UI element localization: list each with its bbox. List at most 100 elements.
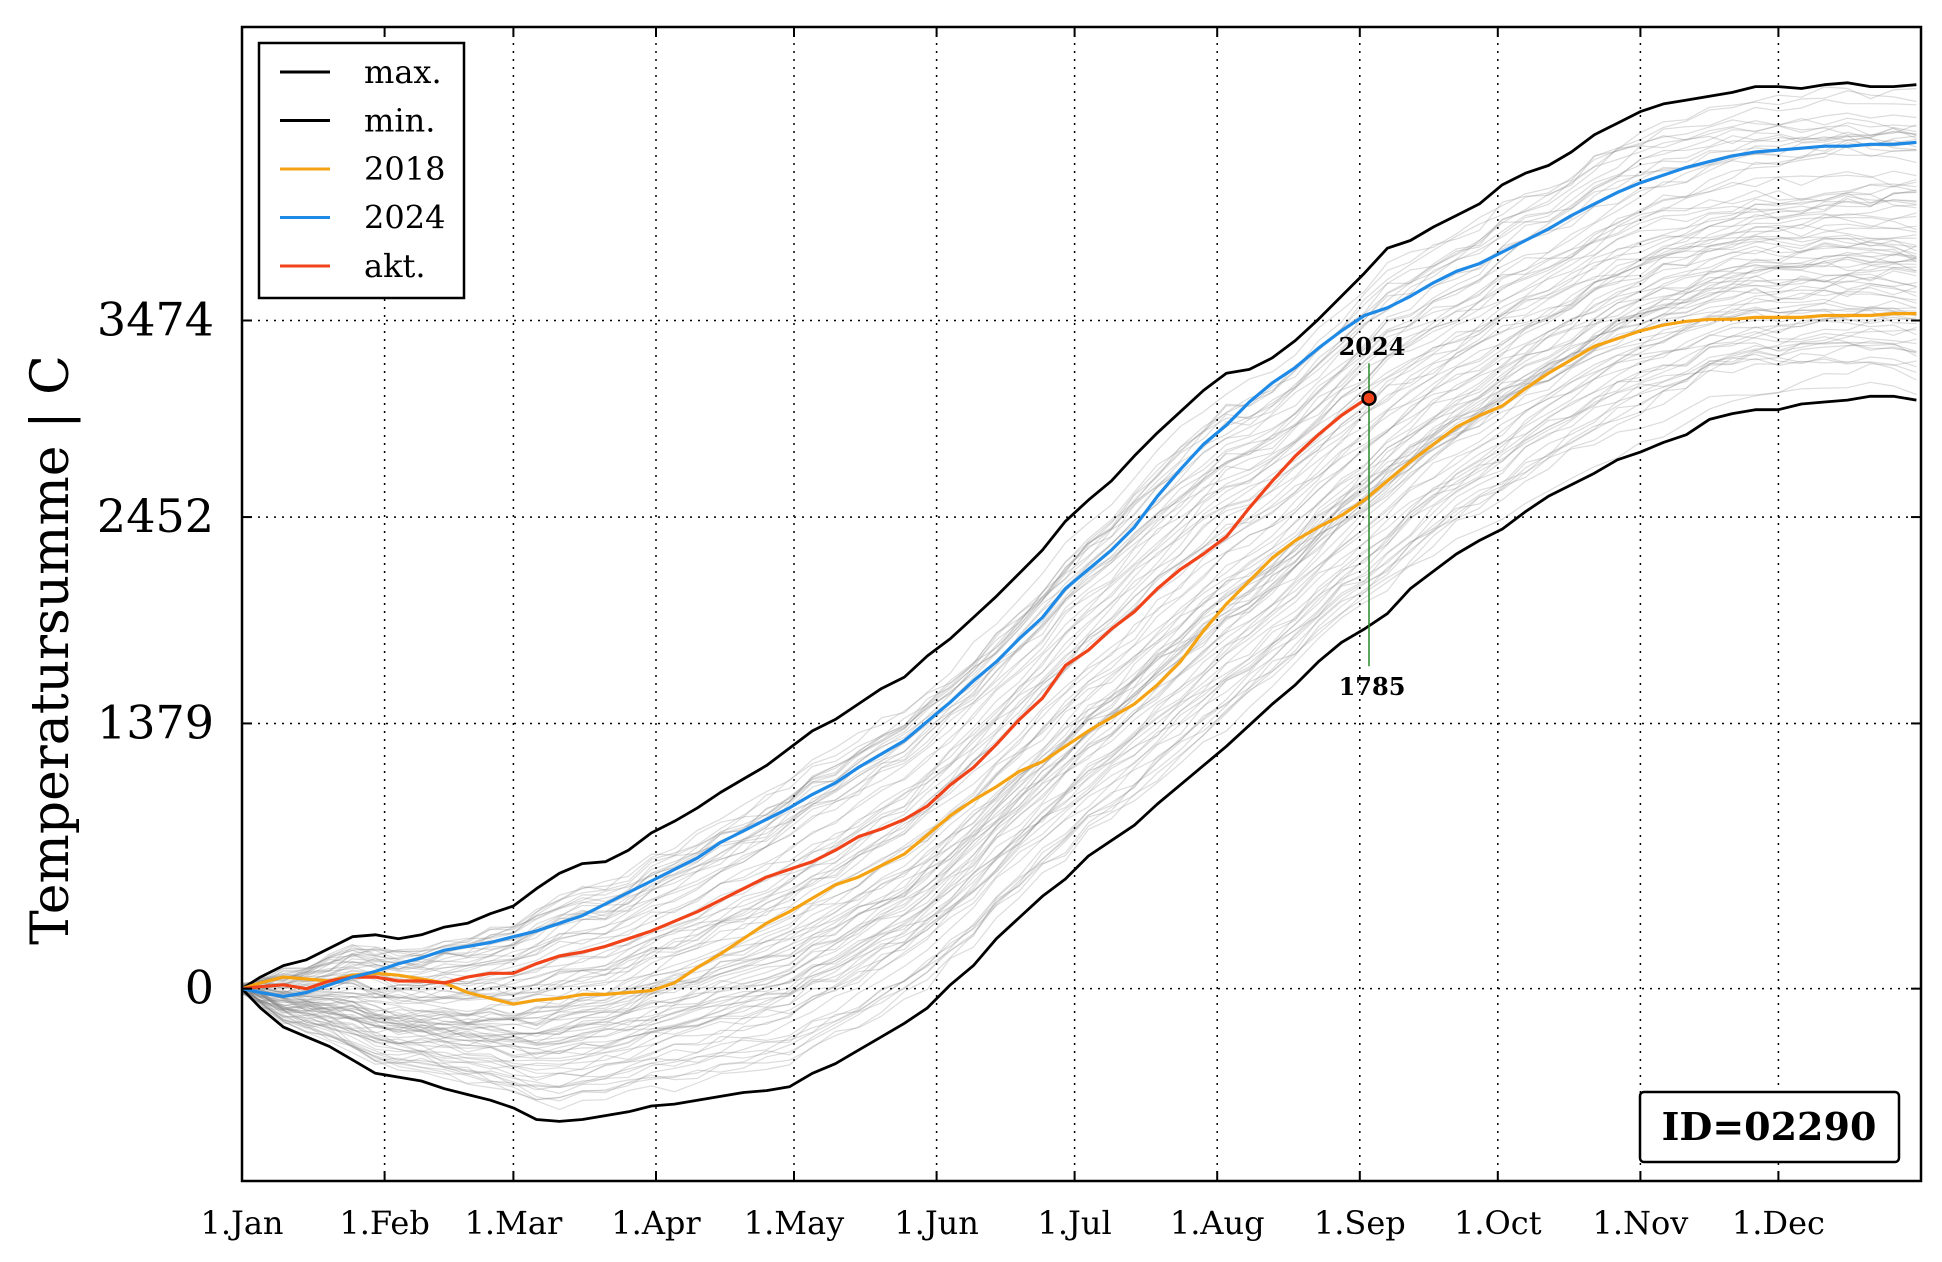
background-year-line: [241, 216, 1917, 1003]
background-year-line: [241, 139, 1917, 987]
background-year-line: [241, 234, 1917, 1021]
x-tick-label: 1.Apr: [611, 1204, 701, 1242]
x-tick-label: 1.Nov: [1592, 1204, 1688, 1242]
background-year-line: [241, 243, 1917, 1025]
background-year-line: [241, 381, 1917, 1101]
legend-label: 2018: [364, 150, 445, 188]
background-year-line: [241, 171, 1917, 995]
background-year-line: [241, 137, 1917, 988]
background-year-line: [241, 270, 1917, 1021]
y-tick-label: 1379: [97, 695, 214, 749]
axes: [240, 25, 1923, 1183]
background-year-line: [241, 360, 1917, 1111]
x-tick-label: 1.Dec: [1732, 1204, 1825, 1242]
background-year-line: [241, 170, 1917, 991]
background-year-line: [241, 279, 1917, 1043]
background-year-line: [241, 287, 1917, 1047]
background-year-line: [241, 308, 1917, 1050]
background-year-line: [241, 284, 1917, 1025]
legend-label: 2024: [364, 199, 445, 237]
y-tick-label: 3474: [97, 293, 214, 347]
background-year-line: [241, 299, 1917, 1062]
background-year-line: [241, 330, 1917, 1059]
background-year-line: [241, 181, 1917, 992]
background-year-line: [241, 131, 1917, 990]
background-year-line: [241, 342, 1917, 1095]
background-year-line: [241, 253, 1917, 1019]
background-year-line: [241, 90, 1917, 989]
background-year-line: [241, 234, 1917, 1024]
current-marker: 2024 1785: [1339, 332, 1406, 701]
background-year-line: [241, 311, 1917, 1059]
background-year-line: [241, 215, 1917, 993]
background-year-line: [241, 223, 1917, 1013]
background-year-line: [241, 139, 1917, 986]
background-year-line: [241, 130, 1917, 990]
legend-label: max.: [364, 53, 442, 91]
y-axis-label: Temperatursumme | C: [21, 355, 81, 945]
background-year-line: [241, 289, 1917, 1044]
background-year-line: [241, 246, 1917, 1035]
background-year-line: [241, 235, 1917, 1004]
series-line-max: [241, 81, 1917, 990]
background-year-line: [241, 286, 1917, 1046]
background-year-line: [241, 263, 1917, 1034]
background-year-line: [241, 260, 1917, 1017]
background-year-line: [241, 356, 1917, 1101]
background-year-line: [241, 266, 1917, 1026]
background-year-line: [241, 152, 1917, 993]
background-year-line: [241, 335, 1917, 1074]
id-box: ID=02290: [1638, 1090, 1901, 1164]
series-line-akt: [241, 396, 1370, 991]
background-year-line: [241, 86, 1917, 986]
background-year-line: [241, 183, 1917, 992]
x-tick-labels: 1.Jan 1.Feb 1.Mar 1.Apr 1.May 1.Jun 1.Jul 1.Aug…: [200, 1204, 1824, 1242]
series-line-y2024: [241, 140, 1917, 998]
background-year-line: [241, 189, 1917, 995]
background-year-line: [241, 135, 1917, 991]
background-year-line: [241, 308, 1917, 1068]
y-tick-labels: 0 1379 2452 3474: [97, 293, 214, 1015]
background-year-line: [241, 124, 1917, 993]
plot-frame: [240, 25, 1923, 1183]
background-year-line: [241, 195, 1917, 990]
legend: max. min. 2018 2024 akt.: [257, 41, 466, 300]
background-year-line: [241, 245, 1917, 1027]
background-year-line: [241, 212, 1917, 1000]
background-year-line: [241, 256, 1917, 1039]
x-tick-label: 1.Mar: [465, 1204, 563, 1242]
background-year-line: [241, 316, 1917, 1079]
x-tick-label: 1.Jun: [894, 1204, 979, 1242]
x-tick-label: 1.Jul: [1037, 1204, 1111, 1242]
background-year-line: [241, 343, 1917, 1102]
background-year-line: [241, 191, 1917, 995]
background-year-line: [241, 326, 1917, 1088]
background-year-line: [241, 204, 1917, 1001]
y-tick-label: 0: [185, 961, 214, 1015]
x-tick-label: 1.Aug: [1170, 1204, 1265, 1242]
background-year-line: [241, 199, 1917, 994]
background-year-line: [241, 257, 1917, 1026]
background-year-line: [241, 207, 1917, 1004]
y-tick-label: 2452: [97, 489, 214, 543]
marker-bottom-label: 1785: [1339, 672, 1406, 701]
background-year-line: [241, 145, 1917, 994]
background-year-line: [241, 268, 1917, 1037]
marker-point: [1361, 390, 1377, 406]
x-tick-label: 1.Jan: [200, 1204, 283, 1242]
id-box-frame: [1638, 1090, 1901, 1164]
series-lines: [240, 81, 1917, 1123]
background-year-line: [241, 117, 1917, 986]
x-tick-label: 1.Feb: [339, 1204, 429, 1242]
background-year-line: [241, 307, 1917, 1057]
legend-label: min.: [364, 102, 435, 140]
background-year-line: [241, 276, 1917, 1041]
id-box-label: ID=02290: [1662, 1104, 1877, 1149]
legend-label: akt.: [364, 247, 426, 285]
background-year-line: [241, 357, 1917, 1089]
x-tick-label: 1.Oct: [1454, 1204, 1542, 1242]
background-year-line: [241, 132, 1917, 985]
background-year-line: [241, 341, 1917, 1082]
background-year-line: [241, 253, 1917, 1035]
